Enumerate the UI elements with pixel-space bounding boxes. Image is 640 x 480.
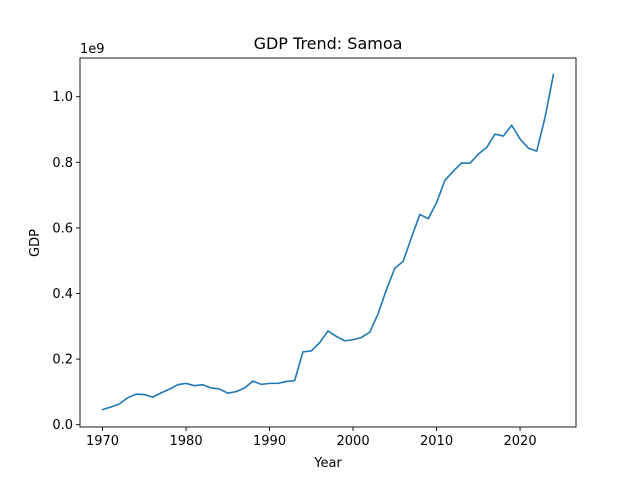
y-tick-label: 0.8 — [52, 156, 73, 171]
y-tick-label: 0.6 — [52, 221, 73, 236]
x-tick-label: 2020 — [504, 434, 537, 449]
x-tick-label: 1990 — [253, 434, 286, 449]
y-axis-label: GDP — [28, 229, 43, 257]
y-tick-label: 0.0 — [52, 418, 73, 433]
y-tick-label: 0.2 — [52, 353, 73, 368]
plot-area: 1970 1980 1990 2000 2010 2020 0.0 0.2 0.4 0.6 0.8 1… — [52, 57, 577, 449]
axes-frame — [79, 57, 577, 428]
y-tick-label: 1.0 — [52, 90, 73, 105]
x-axis-label: Year — [313, 456, 342, 471]
y-tick-label: 0.4 — [52, 287, 73, 302]
y-offset-label: 1e9 — [80, 42, 105, 57]
x-tick-label: 1980 — [170, 434, 203, 449]
gdp-series-line — [101, 73, 555, 411]
x-tick-label: 1970 — [86, 434, 119, 449]
x-tick-label: 2000 — [337, 434, 370, 449]
x-tick-label: 2010 — [420, 434, 453, 449]
chart-title: GDP Trend: Samoa — [254, 34, 403, 53]
